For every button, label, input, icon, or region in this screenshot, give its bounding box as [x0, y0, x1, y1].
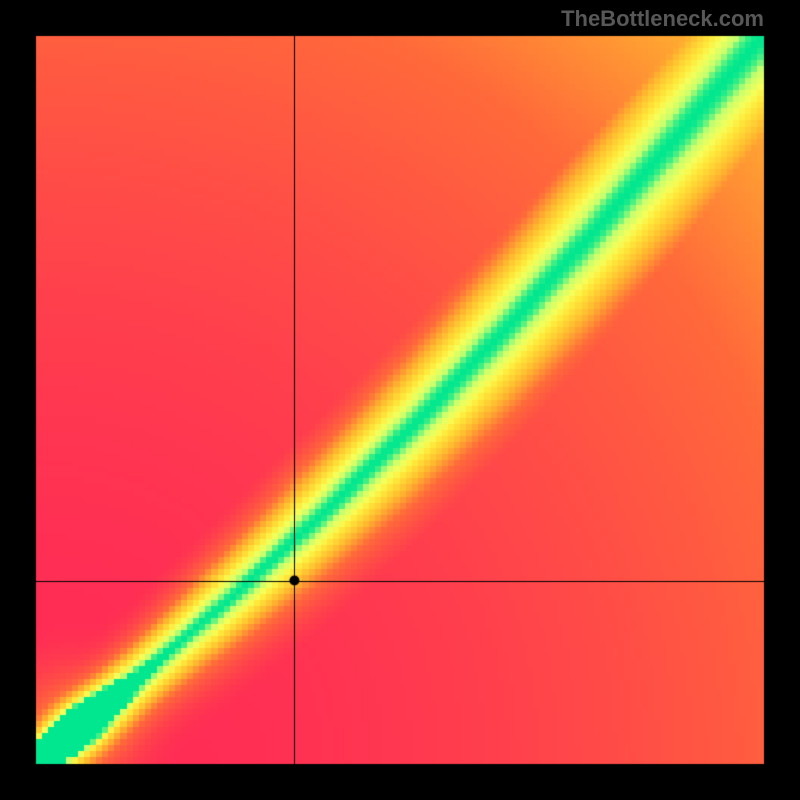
bottleneck-heatmap: [0, 0, 800, 800]
watermark-text: TheBottleneck.com: [561, 6, 764, 32]
chart-container: TheBottleneck.com: [0, 0, 800, 800]
